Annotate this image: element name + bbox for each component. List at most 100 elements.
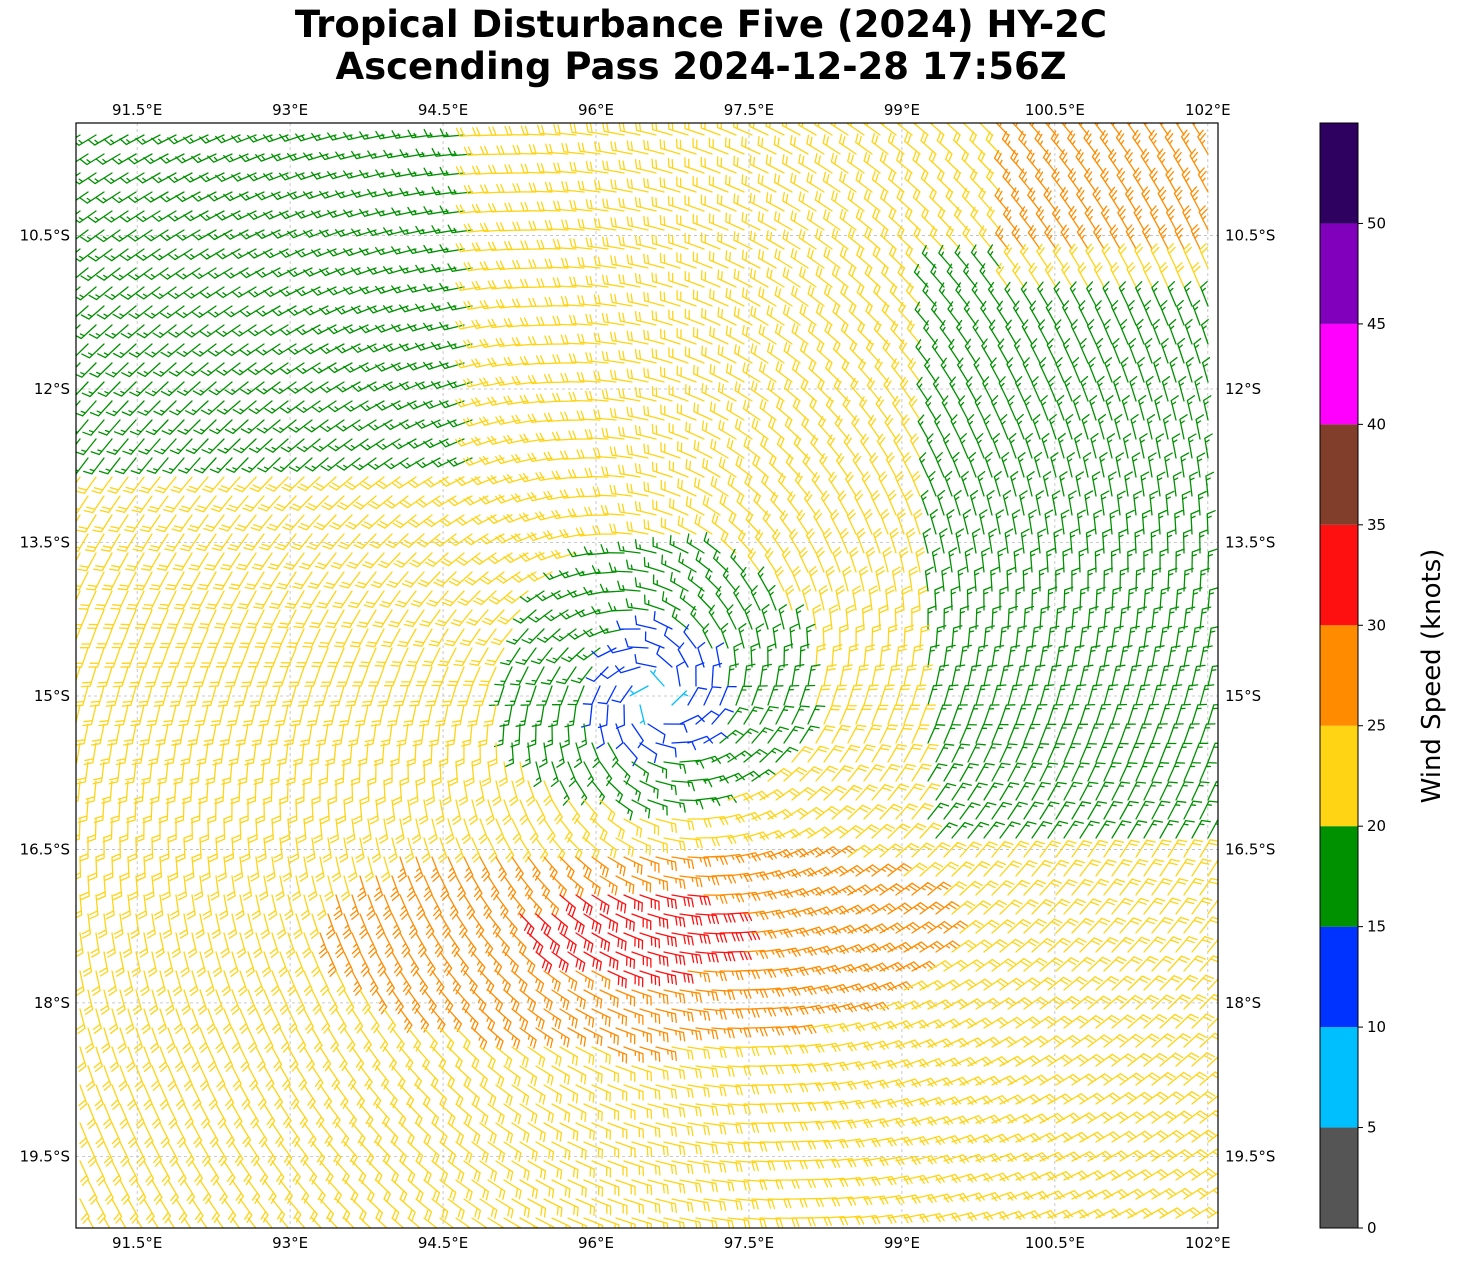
wind-barb: [375, 169, 401, 178]
wind-barb: [76, 191, 89, 202]
wind-barb: [798, 153, 817, 174]
wind-barb: [1175, 123, 1185, 136]
wind-barb-stroke: [1189, 148, 1201, 174]
wind-barb: [319, 190, 345, 199]
wind-barb-stroke: [912, 151, 929, 174]
wind-barb-stroke: [191, 191, 217, 202]
wind-barb-stroke: [585, 160, 609, 174]
wind-barb-stroke: [708, 137, 729, 155]
wind-barb: [407, 206, 433, 216]
wind-barb: [1156, 148, 1169, 174]
wind-barb-stroke: [199, 134, 225, 144]
wind-barb-stroke: [1115, 129, 1129, 155]
wind-barb-stroke: [520, 202, 545, 212]
wind-barb-stroke: [749, 123, 769, 136]
wind-barb: [343, 170, 369, 179]
wind-barb: [1083, 167, 1097, 193]
wind-barb-stroke: [520, 163, 545, 174]
wind-barb-stroke: [223, 191, 249, 202]
wind-barb: [561, 142, 585, 155]
wind-barb: [455, 165, 481, 176]
wind-barb: [724, 136, 745, 155]
wind-barb-stroke: [888, 170, 905, 193]
wind-barb-stroke: [757, 135, 777, 155]
wind-barb-stroke: [733, 193, 753, 212]
wind-barb-stroke: [830, 152, 849, 174]
wind-barb: [822, 134, 841, 155]
wind-barb-stroke: [1061, 123, 1073, 136]
wind-barb-stroke: [871, 133, 889, 155]
wind-barb: [167, 210, 193, 222]
wind-barb: [1061, 123, 1073, 136]
wind-barb: [806, 134, 825, 155]
wind-barb-stroke: [1067, 130, 1081, 155]
wind-barb-stroke: [561, 142, 585, 155]
wind-barb-stroke: [76, 172, 97, 185]
wind-barb: [1180, 129, 1193, 155]
wind-barb: [455, 204, 481, 214]
wind-barb-stroke: [151, 134, 177, 145]
wind-barb: [391, 207, 417, 216]
wind-barb-stroke: [263, 172, 289, 181]
wind-barb-stroke: [199, 172, 225, 183]
wind-barb-stroke: [830, 123, 849, 136]
wind-barb: [439, 166, 465, 176]
wind-barb: [423, 128, 449, 138]
wind-barb: [351, 189, 377, 198]
wind-barb: [359, 208, 385, 217]
wind-barb-stroke: [407, 168, 433, 177]
wind-barb: [1028, 123, 1041, 136]
wind-barb-stroke: [175, 153, 201, 164]
wind-barb: [127, 153, 153, 165]
wind-barb: [1149, 167, 1161, 193]
wind-barb: [610, 179, 633, 193]
wind-barb: [643, 177, 665, 193]
wind-barb-stroke: [295, 172, 321, 181]
wind-barb-stroke: [247, 210, 273, 220]
wind-barb: [383, 149, 409, 159]
wind-barb-stroke: [1126, 123, 1137, 136]
wind-barb-stroke: [847, 152, 865, 174]
wind-barb-stroke: [634, 159, 657, 174]
wind-barb: [553, 200, 577, 212]
wind-barb: [1191, 123, 1201, 136]
wind-barb: [789, 135, 809, 155]
wind-barb: [1197, 167, 1209, 193]
wind-barb: [327, 132, 353, 141]
wind-barb: [1140, 148, 1153, 174]
wind-barb: [135, 210, 161, 223]
wind-barb-stroke: [716, 156, 737, 174]
wind-barb-stroke: [839, 171, 857, 193]
wind-barb: [76, 172, 81, 177]
wind-barb: [986, 168, 1001, 193]
wind-barb-stroke: [167, 134, 193, 145]
wind-barb-stroke: [215, 172, 241, 182]
wind-barb: [279, 133, 305, 142]
wind-barb-stroke: [343, 209, 369, 218]
wind-barb-stroke: [255, 153, 281, 162]
wind-barb-stroke: [103, 210, 129, 223]
wind-barb-stroke: [415, 148, 441, 158]
wind-barb-stroke: [76, 210, 81, 215]
wind-barb-stroke: [536, 162, 561, 174]
wind-barb-stroke: [119, 210, 145, 223]
wind-barb: [781, 154, 801, 174]
wind-barb-stroke: [271, 191, 297, 201]
wind-barb: [111, 153, 137, 165]
wind-barb: [439, 205, 465, 215]
wind-barb-stroke: [399, 149, 425, 158]
wind-barb: [327, 209, 353, 218]
wind-barb-stroke: [1034, 168, 1049, 193]
wind-barb: [847, 152, 865, 174]
wind-barb: [733, 155, 753, 174]
wind-barb: [896, 151, 913, 174]
wind-barb-stroke: [1164, 129, 1177, 155]
wind-barb-stroke: [183, 172, 209, 183]
wind-barb-stroke: [520, 125, 545, 136]
wind-barb: [879, 123, 897, 136]
wind-barb: [407, 168, 433, 177]
wind-barb: [749, 123, 769, 136]
wind-barb-stroke: [383, 149, 409, 159]
wind-barb-stroke: [367, 188, 393, 198]
